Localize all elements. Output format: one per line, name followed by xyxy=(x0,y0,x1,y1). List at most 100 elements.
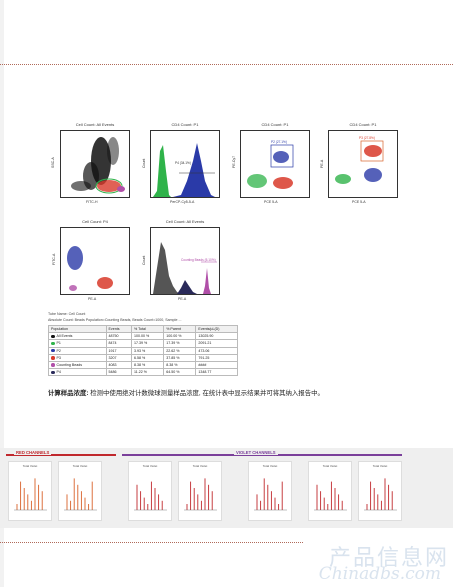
gate-label: P4 (34.1%) xyxy=(175,161,191,165)
plot-title: CD4 Count: P1 xyxy=(261,122,289,127)
table-cell: 2091.21 xyxy=(195,339,238,348)
channel-thumbnail: Total Violet xyxy=(58,461,102,521)
table-cell: 11.22 % xyxy=(131,368,165,377)
table-cell: 64.50 % xyxy=(163,368,197,377)
histogram xyxy=(153,143,215,197)
plot-cell-count-all-events: Cell Count: All Events SSC-A FITC-H xyxy=(51,122,130,204)
population-cell: P3 xyxy=(48,353,107,362)
population-cell: Counting Beads xyxy=(48,360,107,370)
x-axis-label: PE-A xyxy=(178,297,187,301)
thumbnail-title: Total Violet xyxy=(322,464,338,468)
watermark-en: Chinadbs.com xyxy=(318,564,441,584)
table-cell: 22.62 % xyxy=(163,346,197,355)
table-cell: 1348.77 xyxy=(195,368,238,377)
top-dotted-rule xyxy=(0,64,453,65)
y-axis-label: PE-A xyxy=(320,159,324,168)
table-cell: 8474 xyxy=(105,339,133,348)
plot-cd4-scatter-pe: CD4 Count: P1 P3 (27.8%) PE-A PCE 5-A xyxy=(320,122,398,204)
thumbnail-histogram xyxy=(64,478,97,511)
scatter xyxy=(67,246,113,291)
histogram xyxy=(153,242,217,294)
table-cell: 4083 xyxy=(105,360,133,370)
table-row: P4 5486 11.22 % 64.50 % 1348.77 xyxy=(48,368,238,377)
plot-title: Cell Count: P4 xyxy=(82,219,108,224)
channel-thumbnail: Total Violet xyxy=(248,461,292,521)
table-cell: 3207 xyxy=(105,353,133,362)
table-cell: 1917 xyxy=(105,346,133,355)
population-color-dot xyxy=(51,348,55,353)
page-edge xyxy=(0,0,4,587)
table-cell: 17.39 % xyxy=(131,339,165,348)
table-cell: #### xyxy=(195,360,238,370)
plot-title: CD4 Count: P1 xyxy=(349,122,377,127)
thumbnail-histogram xyxy=(184,478,217,511)
population-color-dot xyxy=(51,356,55,360)
col-header: Events/µL(D) xyxy=(195,324,238,334)
thumbnail-histogram xyxy=(14,478,47,511)
col-header: % Total xyxy=(131,324,165,334)
table-cell: 100.00 % xyxy=(131,332,165,341)
thumbnail-title: Total Violet xyxy=(192,464,208,468)
population-cell: P2 xyxy=(48,346,107,355)
y-axis-label: Count xyxy=(142,255,146,265)
thumbnail-histogram xyxy=(314,481,347,511)
scatter xyxy=(247,144,294,189)
population-name: P2 xyxy=(56,348,61,353)
table-cell: 37.85 % xyxy=(163,353,197,362)
population-name: Counting Beads xyxy=(56,363,83,368)
table-cell: 48750 xyxy=(105,332,133,341)
population-cell: P1 xyxy=(48,339,107,348)
table-cell: 5486 xyxy=(105,368,133,377)
red-channels-label: RED CHANNELS xyxy=(14,450,52,455)
table-cell: 791.25 xyxy=(195,353,238,362)
table-cell: 100.00 % xyxy=(163,332,197,341)
population-name: P3 xyxy=(56,355,61,360)
table-row: P1 8474 17.39 % 17.39 % 2091.21 xyxy=(48,339,238,348)
y-axis-label: PE-Cy7 xyxy=(232,155,236,168)
bottom-dotted-rule xyxy=(0,542,303,543)
plot-cd4-histogram: CD4 Count: P1 P4 (34.1%) Count PerCP-Cy5… xyxy=(142,122,220,204)
plot-title: Cell Count: All Events xyxy=(75,122,115,127)
table-row: Counting Beads 4083 8.38 % 8.38 % #### xyxy=(48,360,238,370)
plot-counting-beads-histogram: Cell Count: All Events Counting Beads (5… xyxy=(142,219,220,301)
plot-title: Cell Count: All Events xyxy=(165,219,205,224)
population-statistics-table: Population Events % Total % Parent Event… xyxy=(48,324,238,377)
red-channels-bar xyxy=(6,454,116,456)
table-cell: 473.06 xyxy=(195,346,238,355)
thumbnail-histogram xyxy=(364,478,397,511)
y-axis-label: Count xyxy=(142,158,146,168)
population-name: P1 xyxy=(56,341,61,346)
gate-label: P3 (27.8%) xyxy=(359,136,375,140)
thumbnail-title: Total Violet xyxy=(72,464,88,468)
channel-thumbnail: Total Violet xyxy=(308,461,352,521)
thumbnail-title: Total Violet xyxy=(22,464,38,468)
gate-label: P2 (27.1%) xyxy=(271,140,287,144)
scatter xyxy=(335,140,384,184)
population-name: P4 xyxy=(56,370,61,375)
y-axis-label: SSC-A xyxy=(51,157,55,168)
x-axis-label: PE-A xyxy=(88,297,97,301)
population-color-dot xyxy=(51,363,55,367)
table-row: P3 3207 6.58 % 37.85 % 791.25 xyxy=(48,353,238,362)
violet-channels-bar xyxy=(122,454,402,456)
x-axis-label: FITC-H xyxy=(86,200,98,204)
population-color-dot xyxy=(51,370,55,375)
table-cell: 3.93 % xyxy=(131,346,165,355)
x-axis-label: PCE 5-A xyxy=(264,200,278,204)
plot-cell-count-p4: Cell Count: P4 FITC-A PE-A xyxy=(52,219,130,301)
gate-label: Counting Beads (5.10%) xyxy=(181,258,216,262)
population-color-dot xyxy=(51,334,55,339)
note-text: 检测中使用绝对计数微球测量样品浓度, 在统计表中显示结果并可将其纳入报告中。 xyxy=(88,390,324,397)
population-cell: All Events xyxy=(48,332,107,341)
table-cell: 8.38 % xyxy=(131,360,165,370)
plot-title: CD4 Count: P1 xyxy=(171,122,199,127)
sample-concentration-note: 计算样品浓度: 检测中使用绝对计数微球测量样品浓度, 在统计表中显示结果并可将其… xyxy=(48,388,324,397)
channel-thumbnail: Total Violet xyxy=(178,461,222,521)
col-header: Population xyxy=(48,324,107,334)
thumbnail-title: Total Violet xyxy=(142,464,158,468)
table-cell: 6.58 % xyxy=(131,353,165,362)
table-cell: 13025.90 xyxy=(195,332,238,341)
col-header: Events xyxy=(105,324,133,334)
table-row: All Events 48750 100.00 % 100.00 % 13025.90 xyxy=(48,332,238,341)
col-header: % Parent xyxy=(163,324,197,334)
